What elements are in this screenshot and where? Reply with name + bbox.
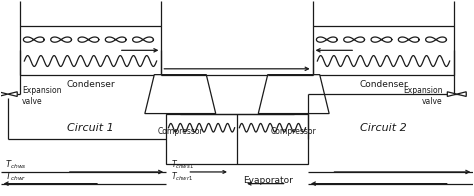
Polygon shape [8, 92, 17, 96]
Text: $T_{chws1}$: $T_{chws1}$ [171, 159, 194, 171]
Bar [313, 26, 455, 75]
Text: Condenser: Condenser [359, 81, 408, 90]
Polygon shape [0, 92, 8, 96]
Text: $T_{chwr}$: $T_{chwr}$ [5, 170, 27, 183]
Text: Expansion
valve: Expansion valve [403, 86, 443, 106]
Text: $T_{chws}$: $T_{chws}$ [5, 159, 27, 171]
Text: Circuit 2: Circuit 2 [360, 123, 407, 133]
Text: Expansion
valve: Expansion valve [22, 86, 62, 106]
Text: Compressor: Compressor [271, 127, 317, 136]
Text: Compressor: Compressor [157, 127, 203, 136]
Text: Evaporator: Evaporator [243, 176, 293, 185]
Polygon shape [145, 75, 216, 113]
Bar [19, 26, 161, 75]
Polygon shape [258, 75, 329, 113]
Bar [166, 113, 308, 164]
Polygon shape [457, 92, 466, 96]
Text: Condenser: Condenser [66, 81, 115, 90]
Polygon shape [447, 92, 457, 96]
Text: Circuit 1: Circuit 1 [67, 123, 114, 133]
Text: $T_{chwr1}$: $T_{chwr1}$ [171, 170, 193, 183]
